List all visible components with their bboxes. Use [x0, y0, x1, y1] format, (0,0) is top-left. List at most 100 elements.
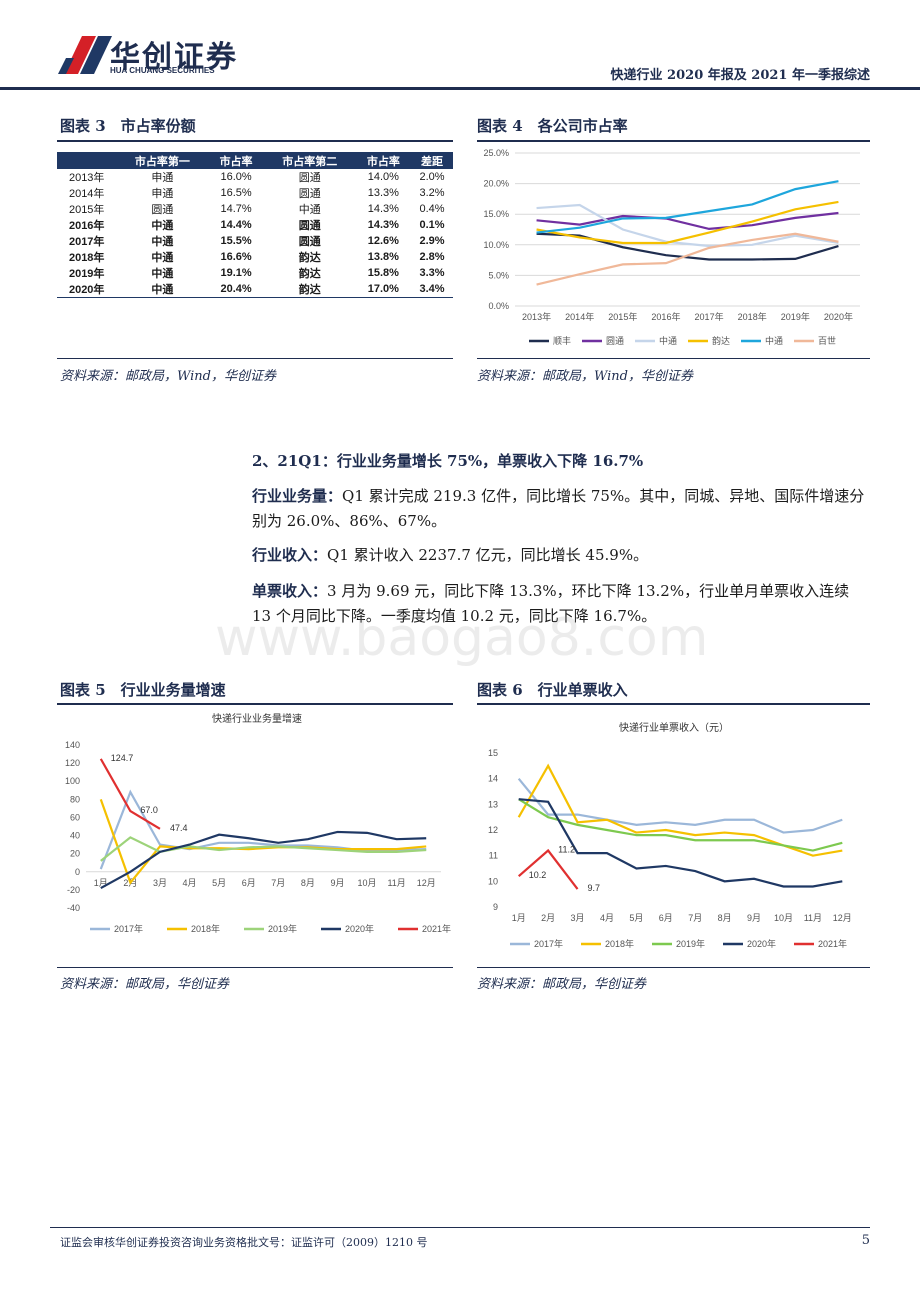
x-tick-label: 12月	[417, 878, 436, 888]
x-tick-label: 8月	[718, 913, 732, 923]
legend-label: 圆通	[606, 336, 624, 346]
line	[536, 180, 839, 234]
cell: 中通	[151, 220, 174, 232]
line	[536, 203, 839, 248]
cell: 0.1%	[419, 219, 445, 231]
line	[517, 848, 579, 890]
y-tick-label: 14	[488, 774, 498, 784]
caption: 图表 4 各公司市占率	[477, 117, 628, 135]
cell: 14.3%	[367, 219, 399, 231]
caption-rule	[57, 140, 453, 142]
y-tick-label: 9	[493, 902, 498, 912]
x-tick-label: 2013年	[522, 311, 551, 322]
cell: 13.8%	[367, 251, 399, 263]
line	[100, 830, 427, 890]
lead: 单票收入：	[252, 582, 328, 600]
cell: 16.5%	[220, 187, 252, 199]
row: 2013年 申通 16.0% 圆通 14.0% 2.0%	[57, 169, 453, 185]
x-tick-label: 2016年	[651, 311, 680, 322]
y-tick-label: 0	[75, 867, 80, 877]
header-cell: 市占率	[355, 152, 411, 169]
cell: 0.4%	[419, 203, 445, 215]
cell: 中通	[151, 236, 174, 248]
header-cell: 市占率第一	[116, 152, 209, 169]
legend-label: 2017年	[534, 938, 563, 949]
row: 2017年 中通 15.5% 圆通 12.6% 2.9%	[57, 233, 453, 249]
data-label: 47.4	[170, 823, 188, 833]
x-tick-label: 2018年	[738, 311, 767, 322]
paragraph: 单票收入：3 月为 9.69 元，同比下降 13.3%，环比下降 13.2%，行…	[252, 579, 870, 629]
x-tick-label: 2015年	[608, 311, 637, 322]
cell: 圆通	[298, 172, 321, 184]
y-tick-label: 13	[488, 799, 498, 809]
text: Q1 累计收入 2237.7 亿元，同比增长 45.9%。	[327, 546, 649, 564]
x-tick-label: 4月	[600, 913, 614, 923]
row: 2018年 中通 16.6% 韵达 13.8% 2.8%	[57, 249, 453, 265]
x-tick-label: 5月	[629, 913, 643, 923]
x-tick-label: 8月	[301, 878, 315, 888]
cell: 中通	[151, 252, 174, 264]
cell: 韵达	[298, 268, 321, 280]
rule	[57, 358, 453, 359]
cell: 中通	[298, 204, 321, 216]
cell: 2013年	[68, 172, 105, 184]
legend-label: 中通	[659, 335, 677, 346]
line	[517, 763, 843, 857]
cell: 17.0%	[367, 283, 399, 295]
logo-mark	[58, 36, 112, 74]
section-heading: 2、21Q1：行业业务量增长 75%，单票收入下降 16.7%	[252, 452, 644, 470]
y-tick-label: 15	[488, 748, 498, 758]
line	[536, 200, 839, 245]
x-tick-label: 7月	[271, 878, 285, 888]
cell: 14.3%	[367, 203, 399, 215]
x-tick-label: 10月	[358, 878, 377, 888]
footer-text: 证监会审核华创证券投资咨询业务资格批文号：证监许可（2009）1210 号	[60, 1236, 428, 1249]
cell: 申通	[151, 188, 174, 200]
logo: 华创证券	[110, 40, 238, 75]
footer-rule	[50, 1227, 870, 1228]
caption-rule	[57, 703, 453, 705]
x-tick-label: 11月	[804, 913, 822, 923]
header-cell: 市占率	[208, 152, 264, 169]
line	[99, 798, 427, 885]
text: 3 月为 9.69 元，同比下降 13.3%，环比下降 13.2%，行业单月单票…	[252, 582, 850, 625]
y-tick-label: 120	[65, 758, 80, 768]
cell: 15.8%	[367, 267, 399, 279]
cell: 韵达	[298, 284, 321, 296]
line	[518, 798, 843, 888]
lead: 行业业务量：	[252, 487, 343, 505]
legend-label: 2020年	[747, 938, 776, 949]
y-tick-label: 60	[70, 812, 80, 822]
y-tick-label: 11	[489, 851, 498, 861]
y-tick-label: 100	[65, 776, 80, 786]
x-tick-label: 9月	[330, 878, 344, 888]
legend-label: 中通	[765, 335, 783, 346]
header-cell: 市占率第二	[263, 152, 356, 169]
cell: 2014年	[68, 188, 105, 200]
cell: 15.5%	[220, 235, 252, 247]
chart: 快递行业单票收入（元） 9 10 11 12 13 14 15 1月 2月 3月 4月 5月 6月 7月 8月…	[488, 721, 852, 949]
x-tick-label: 7月	[688, 913, 702, 923]
source: 资料来源：邮政局，Wind，华创证券	[477, 369, 693, 384]
cell: 2.0%	[419, 171, 445, 183]
x-tick-label: 2019年	[781, 311, 810, 322]
page-number: 5	[861, 1233, 870, 1248]
cell: 14.4%	[220, 219, 252, 231]
legend-label: 2021年	[422, 923, 451, 934]
cell: 圆通	[151, 204, 174, 216]
x-tick-label: 9月	[747, 913, 761, 923]
lead: 行业收入：	[252, 546, 328, 564]
cell: 韵达	[298, 252, 321, 264]
legend-label: 百世	[818, 335, 836, 346]
cell: 2015年	[68, 204, 105, 216]
x-tick-label: 6月	[242, 878, 256, 888]
legend-label: 2019年	[268, 923, 297, 934]
cell: 圆通	[298, 236, 321, 248]
cell: 12.6%	[367, 235, 399, 247]
cell: 2020年	[68, 284, 105, 296]
cell: 20.4%	[220, 283, 252, 295]
cell: 3.2%	[419, 187, 445, 199]
data-label: 9.7	[588, 883, 601, 893]
cell: 13.3%	[367, 187, 399, 199]
